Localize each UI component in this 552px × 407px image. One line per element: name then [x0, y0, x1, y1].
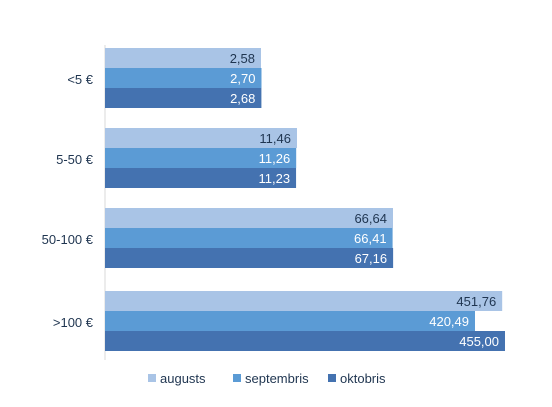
bar-3-4	[105, 331, 505, 351]
bar-2-3	[105, 228, 393, 248]
category-label-1: <5 €	[67, 72, 93, 87]
category-label-3: 50-100 €	[42, 232, 94, 247]
category-label-4: >100 €	[53, 315, 94, 330]
bar-3-2	[105, 168, 297, 188]
legend: augusts septembris oktobris	[148, 371, 386, 386]
data-label-1-2: 11,46	[259, 131, 291, 146]
data-label-1-1: 2,58	[230, 51, 255, 66]
legend-swatch-1	[148, 374, 156, 382]
data-label-3-3: 67,16	[355, 251, 388, 266]
bar-1-3	[105, 208, 393, 228]
data-label-2-4: 420,49	[429, 314, 469, 329]
bar-1-2	[105, 128, 297, 148]
data-label-2-1: 2,70	[230, 71, 255, 86]
data-label-3-4: 455,00	[459, 334, 499, 349]
bar-1-1	[105, 48, 261, 68]
data-label-3-1: 2,68	[230, 91, 255, 106]
bar-3-1	[105, 88, 262, 108]
legend-swatch-3	[328, 374, 336, 382]
data-label-1-3: 66,64	[354, 211, 387, 226]
data-label-1-4: 451,76	[456, 294, 496, 309]
bars-group: 2,58 2,70 2,68 11,46 11,26 11,23 66,64 66,41 67,…	[105, 48, 505, 351]
legend-label-2: septembris	[245, 371, 309, 386]
data-label-3-2: 11,23	[258, 171, 290, 186]
data-label-2-3: 66,41	[354, 231, 387, 246]
legend-label-3: oktobris	[340, 371, 386, 386]
legend-swatch-2	[233, 374, 241, 382]
category-labels-group: <5 € 5-50 € 50-100 € >100 €	[42, 72, 94, 330]
data-label-2-2: 11,26	[259, 151, 291, 166]
bar-1-4	[105, 291, 503, 311]
category-label-2: 5-50 €	[56, 152, 94, 167]
bar-2-4	[105, 311, 475, 331]
bar-2-1	[105, 68, 262, 88]
legend-label-1: augusts	[160, 371, 206, 386]
bar-3-3	[105, 248, 394, 268]
bar-2-2	[105, 148, 297, 168]
